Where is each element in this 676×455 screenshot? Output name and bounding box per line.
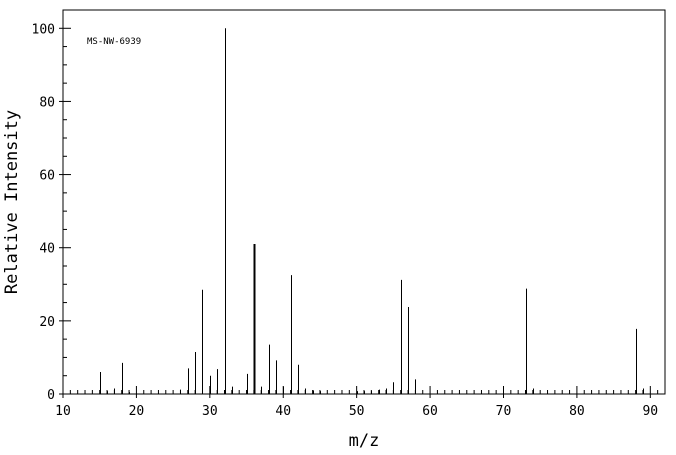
spectrum-id-annotation: MS-NW-6939 [87, 37, 141, 47]
minor-ticks [63, 9, 666, 394]
x-tick-label: 30 [202, 404, 218, 419]
y-tick-label: 20 [39, 315, 55, 330]
x-tick-label: 80 [569, 404, 585, 419]
x-tick-label: 40 [275, 404, 291, 419]
x-axis-title: m/z [349, 431, 380, 451]
major-ticks [59, 27, 651, 398]
y-tick-label: 60 [39, 169, 55, 184]
x-tick-label: 90 [642, 404, 658, 419]
y-tick-label: 80 [39, 95, 55, 110]
x-tick-label: 60 [422, 404, 438, 419]
y-tick-label: 100 [32, 22, 55, 37]
x-tick-label: 50 [349, 404, 365, 419]
x-tick-labels: 10 20 30 40 50 60 70 80 90 [55, 404, 658, 419]
x-tick-label: 20 [129, 404, 145, 419]
y-axis-title: Relative Intensity [2, 110, 22, 294]
peaks-group [100, 28, 644, 394]
y-tick-labels: 0 20 40 60 80 100 [32, 22, 55, 403]
y-tick-label: 40 [39, 242, 55, 257]
y-tick-label: 0 [47, 388, 55, 403]
x-tick-label: 70 [496, 404, 512, 419]
plot-frame [62, 9, 666, 395]
x-tick-label: 10 [55, 404, 71, 419]
